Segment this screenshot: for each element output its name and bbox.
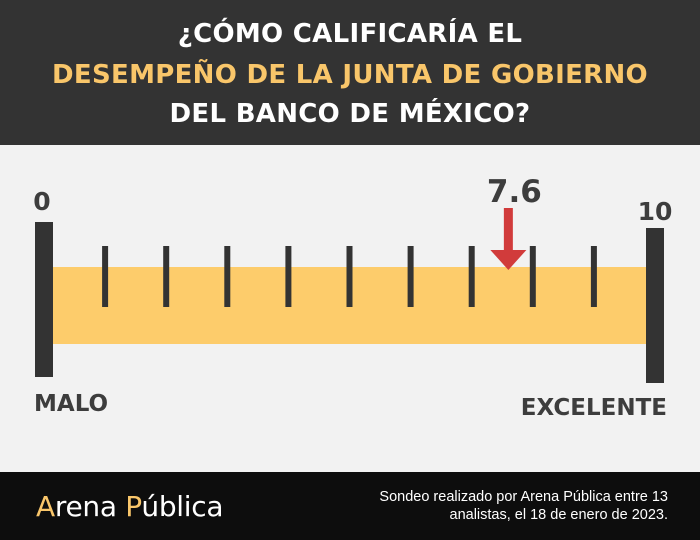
survey-note: Sondeo realizado por Arena Pública entre… [379, 489, 668, 523]
logo-text-ublica: ública [141, 490, 224, 523]
rating-scale-svg: 0 10 MALO EXCELENTE 7.6 [33, 174, 673, 421]
caption-excelente: EXCELENTE [521, 395, 667, 421]
scale-tick-1 [102, 246, 109, 307]
scale-tick-6 [407, 246, 414, 307]
value-arrow-shaft [503, 208, 513, 252]
title-line-1: ¿CÓMO CALIFICARÍA EL [177, 19, 523, 49]
scale-min-label: 0 [33, 187, 50, 216]
logo-text-rena: rena [54, 490, 126, 523]
scale-tick-3 [224, 246, 231, 307]
scale-tick-9 [590, 246, 597, 307]
scale-max-bar [646, 228, 664, 383]
value-label: 7.6 [487, 174, 542, 210]
scale-tick-5 [346, 246, 353, 307]
title-line-3: DEL BANCO DE MÉXICO? [169, 99, 531, 129]
logo-initial-a: A [36, 490, 55, 523]
rating-scale-chart: 0 10 MALO EXCELENTE 7.6 [0, 145, 700, 472]
footer: Arena Pública Sondeo realizado por Arena… [0, 472, 700, 540]
scale-min-bar [35, 222, 53, 377]
caption-malo: MALO [34, 391, 108, 417]
scale-tick-2 [163, 246, 170, 307]
scale-tick-8 [529, 246, 536, 307]
arena-publica-logo: Arena Pública [36, 490, 224, 523]
header: ¿CÓMO CALIFICARÍA EL DESEMPEÑO DE LA JUN… [0, 0, 700, 145]
title-line-2-highlight: DESEMPEÑO DE LA JUNTA DE GOBIERNO [52, 60, 648, 90]
value-arrow-head [490, 250, 527, 270]
logo-initial-p: P [125, 490, 142, 523]
scale-tick-4 [285, 246, 292, 307]
scale-max-label: 10 [638, 197, 673, 226]
scale-tick-7 [468, 246, 475, 307]
